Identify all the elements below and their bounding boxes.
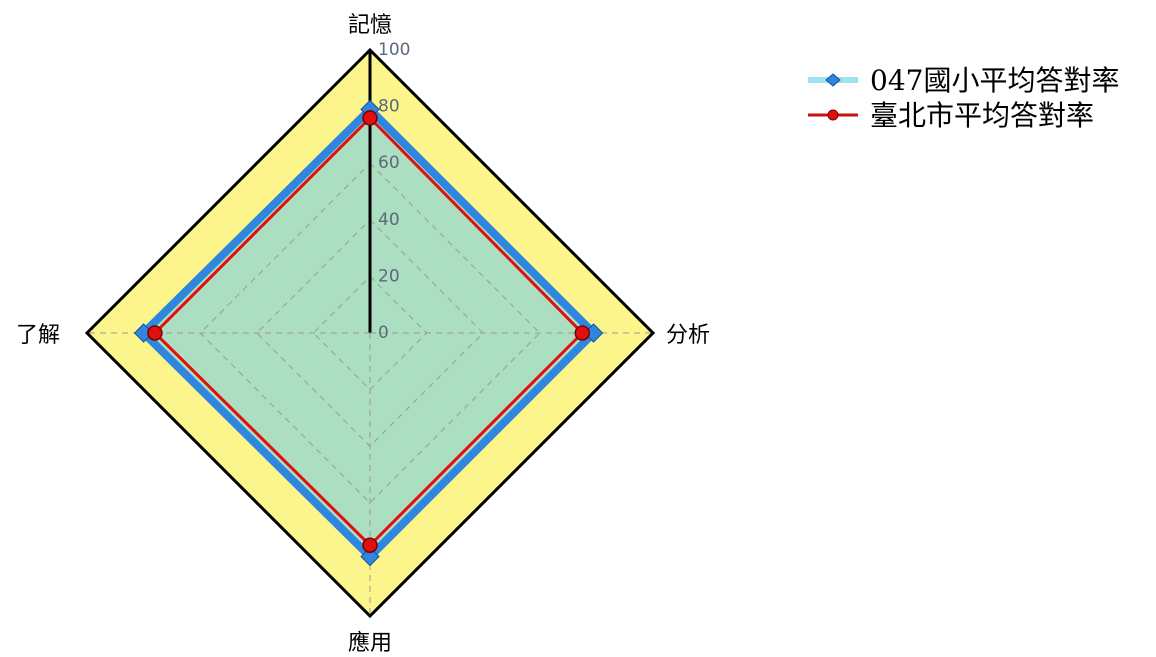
radial-ticks: 0 20 40 60 80 100 — [378, 40, 410, 343]
marker-school-2 — [360, 546, 380, 567]
axis-label-memory: 記憶 — [348, 13, 392, 38]
tick-label-20: 20 — [378, 266, 400, 286]
marker-city-1 — [574, 325, 590, 341]
tick-label-40: 40 — [378, 210, 400, 230]
marker-city-0 — [362, 110, 378, 126]
legend-label-school: 047國小平均答對率 — [870, 64, 1119, 97]
chart-series — [133, 99, 604, 567]
axis-label-understanding: 了解 — [16, 323, 60, 348]
tick-label-80: 80 — [378, 97, 400, 117]
legend-label-city: 臺北市平均答對率 — [870, 99, 1094, 132]
tick-label-100: 100 — [378, 40, 410, 60]
legend-item-school: 047國小平均答對率 — [808, 64, 1119, 97]
axis-label-analysis: 分析 — [666, 323, 710, 348]
legend-marker-school — [825, 73, 841, 87]
grid-ring-20 — [312, 275, 428, 391]
legend: 047國小平均答對率 臺北市平均答對率 — [808, 64, 1119, 132]
tick-label-0: 0 — [378, 323, 389, 343]
axis-label-application: 應用 — [348, 630, 392, 656]
chart-outer-border — [84, 47, 656, 619]
marker-city-2 — [362, 537, 378, 553]
chart-grid — [87, 50, 653, 616]
legend-marker-city — [827, 109, 839, 121]
tick-label-60: 60 — [378, 153, 400, 173]
marker-city-3 — [147, 325, 163, 341]
legend-item-city: 臺北市平均答對率 — [808, 99, 1094, 132]
